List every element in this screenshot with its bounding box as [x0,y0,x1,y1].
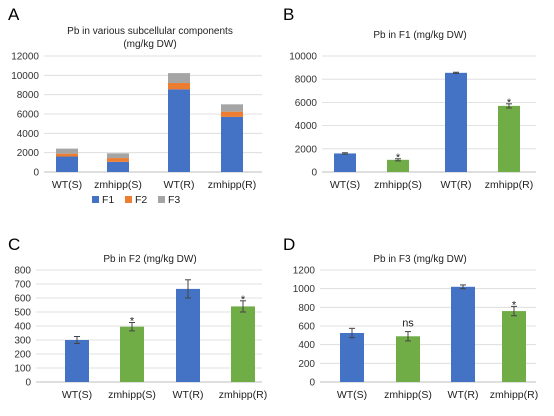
legend-swatch-f1 [92,196,99,203]
y-tick-label-C: 800 [14,266,31,277]
x-tick-label-C: WT(S) [62,389,92,401]
significance-mark-D: * [512,299,517,311]
bar-A-f3 [56,148,78,154]
y-tick-label-C: 600 [14,294,31,305]
bar-C [231,306,255,382]
x-tick-label-B: zmhipp(S) [374,179,422,191]
y-tick-label-A: 2000 [17,148,40,159]
bar-A-f2 [107,158,129,162]
bar-D [340,333,364,382]
x-tick-label-B: zmhipp(R) [485,179,533,191]
panel-letter-C: C [8,235,20,254]
bar-B [498,105,520,172]
chart-title-D: Pb in F3 (mg/kg DW) [373,254,466,265]
bar-A-f2 [221,111,243,117]
legend-swatch-f2 [125,196,132,203]
bar-A-f3 [221,104,243,112]
y-tick-label-C: 100 [14,364,31,375]
y-tick-label-B: 6000 [295,98,318,109]
x-tick-label-C: zmhipp(S) [108,389,156,401]
bar-A-f1 [168,89,190,172]
x-tick-label-A: zmhipp(R) [208,179,256,191]
x-tick-label-B: WT(R) [441,179,472,191]
y-tick-label-A: 4000 [17,129,40,140]
y-tick-label-B: 10000 [289,52,317,63]
bar-A-f2 [56,153,78,157]
significance-mark-B: * [396,152,401,164]
y-tick-label-C: 400 [14,322,31,333]
y-tick-label-D: 600 [298,322,315,333]
bar-B [387,159,409,172]
y-tick-label-B: 2000 [295,144,318,155]
chart-title-C: Pb in F2 (mg/kg DW) [103,254,196,265]
chart-title-B: Pb in F1 (mg/kg DW) [373,30,466,41]
x-tick-label-D: WT(S) [337,389,367,401]
y-tick-label-D: 0 [309,378,315,389]
y-tick-label-C: 700 [14,280,31,291]
panel-letter-D: D [283,235,295,254]
chart-title-A: Pb in various subcellular components [67,26,233,37]
bar-A-f1 [221,116,243,172]
y-tick-label-C: 500 [14,308,31,319]
significance-mark-C: * [241,294,246,306]
y-tick-label-D: 800 [298,303,315,314]
significance-mark-C: * [130,316,135,328]
bar-A-f3 [107,153,129,159]
panel-letter-A: A [8,5,20,24]
bar-C [65,340,89,382]
bar-D [451,286,475,382]
bar-C [176,288,200,382]
y-tick-label-C: 300 [14,336,31,347]
y-tick-label-A: 8000 [17,90,40,101]
bar-A-f1 [56,156,78,172]
x-tick-label-B: WT(S) [330,179,360,191]
y-tick-label-C: 200 [14,350,31,361]
bar-B [445,72,467,172]
bar-D [396,336,420,382]
bar-D [502,311,526,382]
y-tick-label-A: 12000 [11,52,39,63]
bar-A-f3 [168,73,190,83]
y-tick-label-C: 0 [25,378,31,389]
legend-label-f1: F1 [102,194,114,206]
x-tick-label-D: WT(R) [448,389,479,401]
x-tick-label-C: zmhipp(R) [219,389,267,401]
y-tick-label-A: 0 [33,168,39,179]
y-tick-label-D: 400 [298,340,315,351]
x-tick-label-A: WT(R) [164,179,195,191]
bar-A-f2 [168,82,190,90]
bar-C [120,326,144,382]
x-tick-label-D: zmhipp(R) [490,389,538,401]
y-tick-label-B: 0 [311,168,317,179]
bar-A-f1 [107,161,129,172]
y-tick-label-B: 4000 [295,121,318,132]
panel-letter-B: B [283,5,294,24]
y-tick-label-B: 8000 [295,75,318,86]
x-tick-label-C: WT(R) [173,389,204,401]
y-tick-label-A: 10000 [11,71,39,82]
chart-subtitle-A: (mg/kg DW) [123,39,176,50]
y-tick-label-A: 6000 [17,110,40,121]
legend-label-f3: F3 [168,194,180,206]
x-tick-label-A: zmhipp(S) [94,179,142,191]
significance-mark-B: * [507,97,512,109]
bar-B [334,153,356,172]
legend-swatch-f3 [158,196,165,203]
y-tick-label-D: 200 [298,359,315,370]
x-tick-label-A: WT(S) [52,179,82,191]
legend-label-f2: F2 [135,194,147,206]
x-tick-label-D: zmhipp(S) [384,389,432,401]
y-tick-label-D: 1200 [293,266,316,277]
y-tick-label-D: 1000 [293,284,316,295]
significance-mark-D: ns [402,318,414,330]
